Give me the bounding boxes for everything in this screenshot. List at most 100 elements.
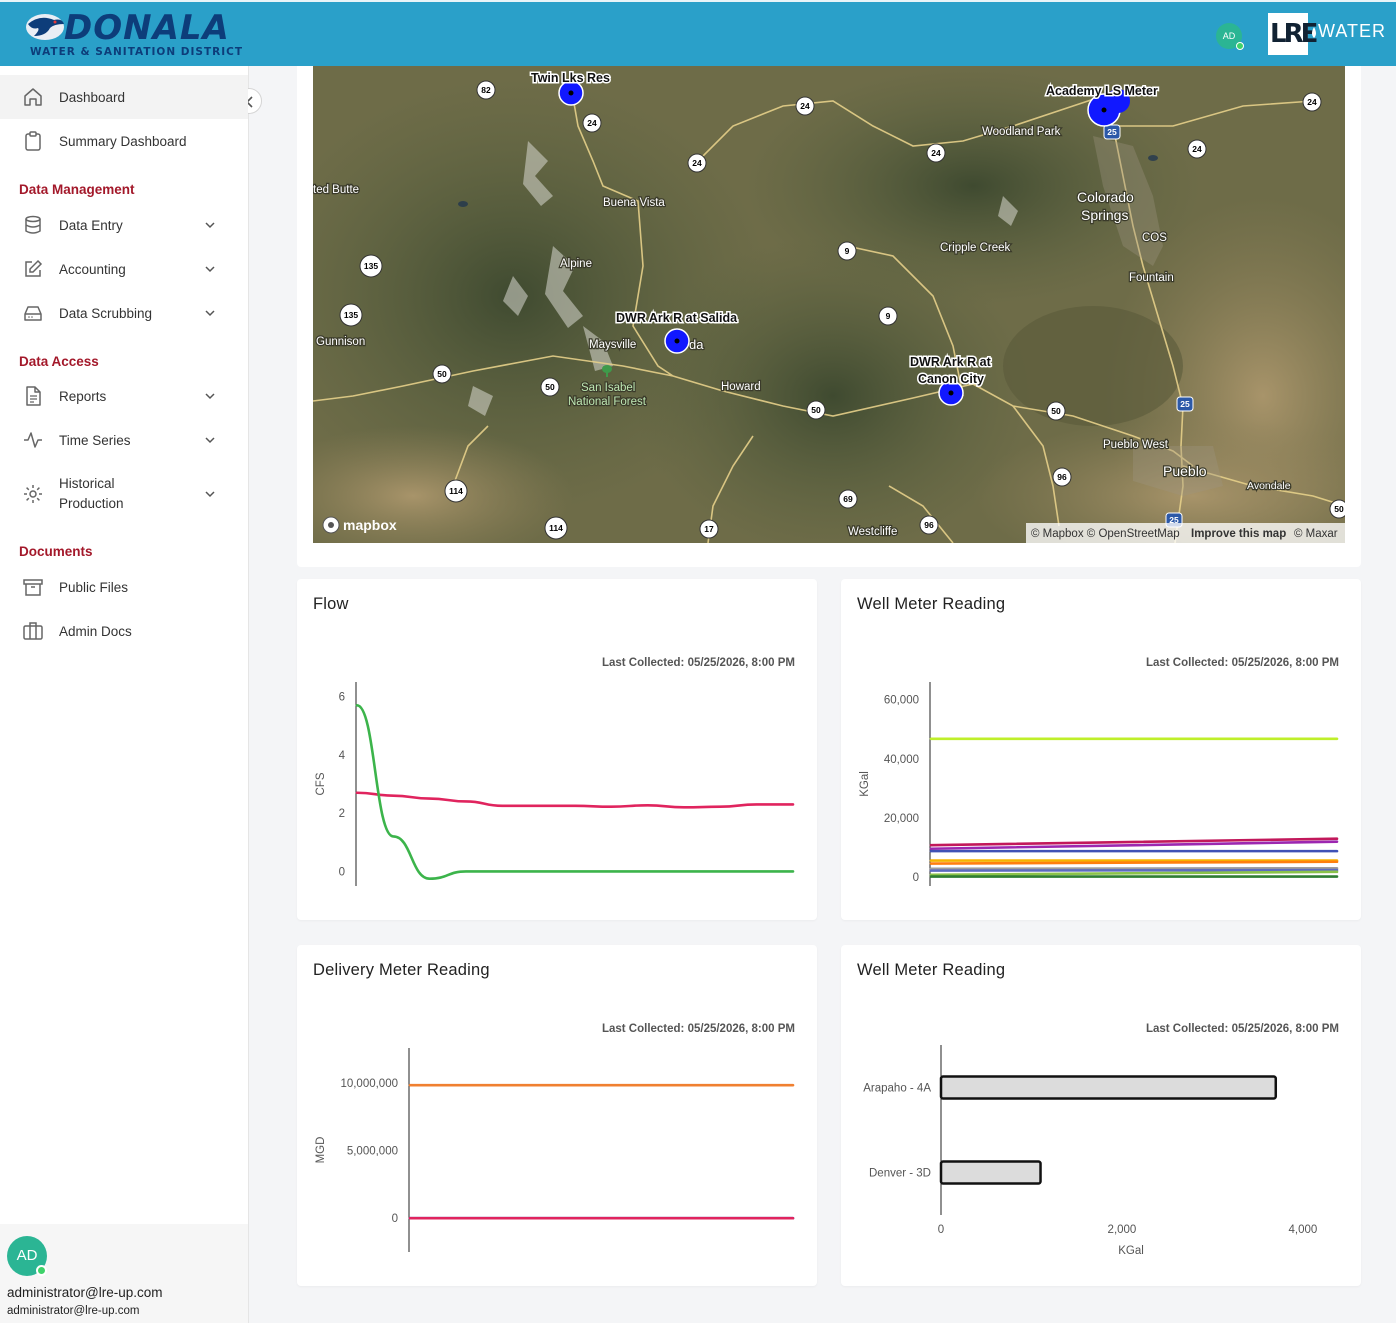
attribution-bg [1026, 523, 1345, 543]
sidebar-item-data-scrubbing[interactable]: Data Scrubbing [0, 291, 248, 335]
section-title-data-management: Data Management [19, 182, 135, 197]
map-route-shields: 82 24 24 24 24 24 24 135 135 9 9 50 50 5… [339, 80, 1345, 540]
svg-text:96: 96 [1057, 472, 1067, 482]
bar [939, 1075, 1278, 1100]
svg-text:114: 114 [549, 523, 563, 533]
map-marker[interactable] [1087, 89, 1130, 127]
map-place-labels: ted Butte Buena Vista Alpine Maysville d… [313, 125, 1292, 539]
last-collected: Last Collected: 05/25/2026, 8:00 PM [1145, 1023, 1339, 1035]
svg-text:25: 25 [1180, 399, 1190, 409]
svg-text:24: 24 [1192, 144, 1202, 154]
y-tick-label: 0 [913, 872, 919, 884]
improve-map-link[interactable]: Improve this map [1191, 528, 1286, 540]
svg-text:82: 82 [481, 85, 491, 95]
satellite-map[interactable]: ted Butte Buena Vista Alpine Maysville d… [313, 66, 1345, 543]
svg-text:135: 135 [364, 261, 378, 271]
route-shield: 25 [1103, 124, 1121, 140]
svg-text:50: 50 [1334, 504, 1344, 514]
sidebar-item-label: Summary Dashboard [59, 133, 187, 149]
last-collected: Last Collected: 05/25/2026, 8:00 PM [1145, 657, 1339, 669]
map-place: Alpine [560, 258, 592, 270]
route-shield: 50 [432, 364, 452, 384]
svg-text:50: 50 [811, 405, 821, 415]
route-shield: 135 [339, 303, 363, 327]
x-tick-label: 4,000 [1289, 1224, 1318, 1236]
route-shield: 25 [1176, 396, 1194, 412]
map-place: Springs [1081, 207, 1128, 223]
home-icon [24, 88, 42, 106]
svg-text:50: 50 [437, 369, 447, 379]
user-email: administrator@lre-up.com [7, 1305, 140, 1317]
sidebar-item-reports[interactable]: Reports [0, 374, 248, 418]
route-shield: 24 [1302, 92, 1322, 112]
sidebar-item-summary-dashboard[interactable]: Summary Dashboard [0, 119, 248, 163]
map-canvas[interactable]: ted Butte Buena Vista Alpine Maysville d… [313, 66, 1345, 543]
chevron-down-icon [205, 266, 215, 273]
sidebar-item-label: Public Files [59, 579, 129, 595]
user-profile[interactable]: AD administrator@lre-up.com administrato… [0, 1224, 248, 1323]
section-title-documents: Documents [19, 544, 93, 559]
sidebar-item-accounting[interactable]: Accounting [0, 247, 248, 291]
card-title: Well Meter Reading [857, 961, 1006, 979]
sidebar-item-time-series[interactable]: Time Series [0, 418, 248, 462]
card-title: Well Meter Reading [857, 595, 1006, 613]
avatar[interactable]: AD [7, 1236, 47, 1276]
route-shield: 24 [582, 113, 602, 133]
chevron-down-icon [205, 393, 215, 400]
map-place: ted Butte [313, 184, 359, 196]
well-meter-line-card: Well Meter Reading Last Collected: 05/25… [841, 579, 1361, 920]
route-shield: 114 [544, 516, 568, 540]
y-tick-label: 0 [392, 1213, 398, 1225]
last-collected: Last Collected: 05/25/2026, 8:00 PM [601, 657, 795, 669]
map-place: COS [1142, 232, 1167, 244]
map-place: Howard [721, 381, 761, 393]
card-title: Delivery Meter Reading [313, 961, 490, 979]
y-tick-label: 0 [339, 866, 345, 878]
marker-label: DWR Ark R at [910, 355, 992, 369]
svg-text:96: 96 [924, 520, 934, 530]
route-shield: 96 [1052, 467, 1072, 487]
map-marker[interactable] [664, 328, 690, 354]
map-place: Colorado [1077, 189, 1134, 205]
sidebar-item-public-files[interactable]: Public Files [0, 565, 248, 609]
briefcase-icon [23, 622, 43, 640]
sidebar-item-admin-docs[interactable]: Admin Docs [0, 609, 248, 653]
clipboard-icon [25, 131, 41, 151]
y-tick-label: 2 [339, 808, 345, 820]
sidebar-item-historical-production[interactable]: Historical Production [0, 462, 248, 526]
map-marker[interactable] [938, 380, 964, 406]
map-place: da [689, 337, 704, 352]
route-shield: 24 [795, 96, 815, 116]
sidebar-item-label: Historical Production [59, 474, 124, 514]
series-line [929, 840, 1339, 851]
map-place: Pueblo West [1103, 439, 1169, 451]
route-shield: 9 [837, 241, 857, 261]
svg-text:24: 24 [587, 118, 597, 128]
route-shield: 96 [919, 515, 939, 535]
map-marker[interactable] [558, 80, 584, 106]
logo-name: DONALA [64, 8, 230, 48]
lre-water-logo: LRE WATER [1268, 13, 1385, 55]
route-shield: 82 [476, 80, 496, 100]
mapbox-logo[interactable]: mapbox [322, 516, 397, 534]
svg-text:69: 69 [843, 494, 853, 504]
y-tick-label: 40,000 [884, 754, 919, 766]
sidebar-item-label: Dashboard [59, 89, 126, 105]
x-tick-label: 2,000 [1108, 1224, 1137, 1236]
svg-text:9: 9 [845, 246, 850, 256]
sidebar-item-label: Data Entry [59, 217, 123, 233]
app-header: DONALA WATER & SANITATION DISTRICT AD LR… [0, 0, 1396, 66]
y-tick-label: 10,000,000 [340, 1078, 398, 1090]
well-meter-bar-chart: Arapaho - 4A Denver - 3D 0 2,000 4,000 KGal [863, 1045, 1318, 1257]
donala-logo[interactable]: DONALA WATER & SANITATION DISTRICT [18, 8, 242, 62]
route-shield: 50 [540, 377, 560, 397]
sidebar-item-data-entry[interactable]: Data Entry [0, 203, 248, 247]
route-shield: 135 [359, 254, 383, 278]
header-avatar[interactable]: AD [1216, 23, 1244, 50]
series-line [929, 866, 1339, 871]
sidebar-item-label-line1: Historical [59, 476, 115, 491]
delivery-meter-card: Delivery Meter Reading Last Collected: 0… [297, 945, 817, 1286]
sidebar-item-dashboard[interactable]: Dashboard [0, 75, 248, 119]
map-place: Pueblo [1163, 463, 1207, 479]
bird-logo-icon [26, 14, 64, 40]
